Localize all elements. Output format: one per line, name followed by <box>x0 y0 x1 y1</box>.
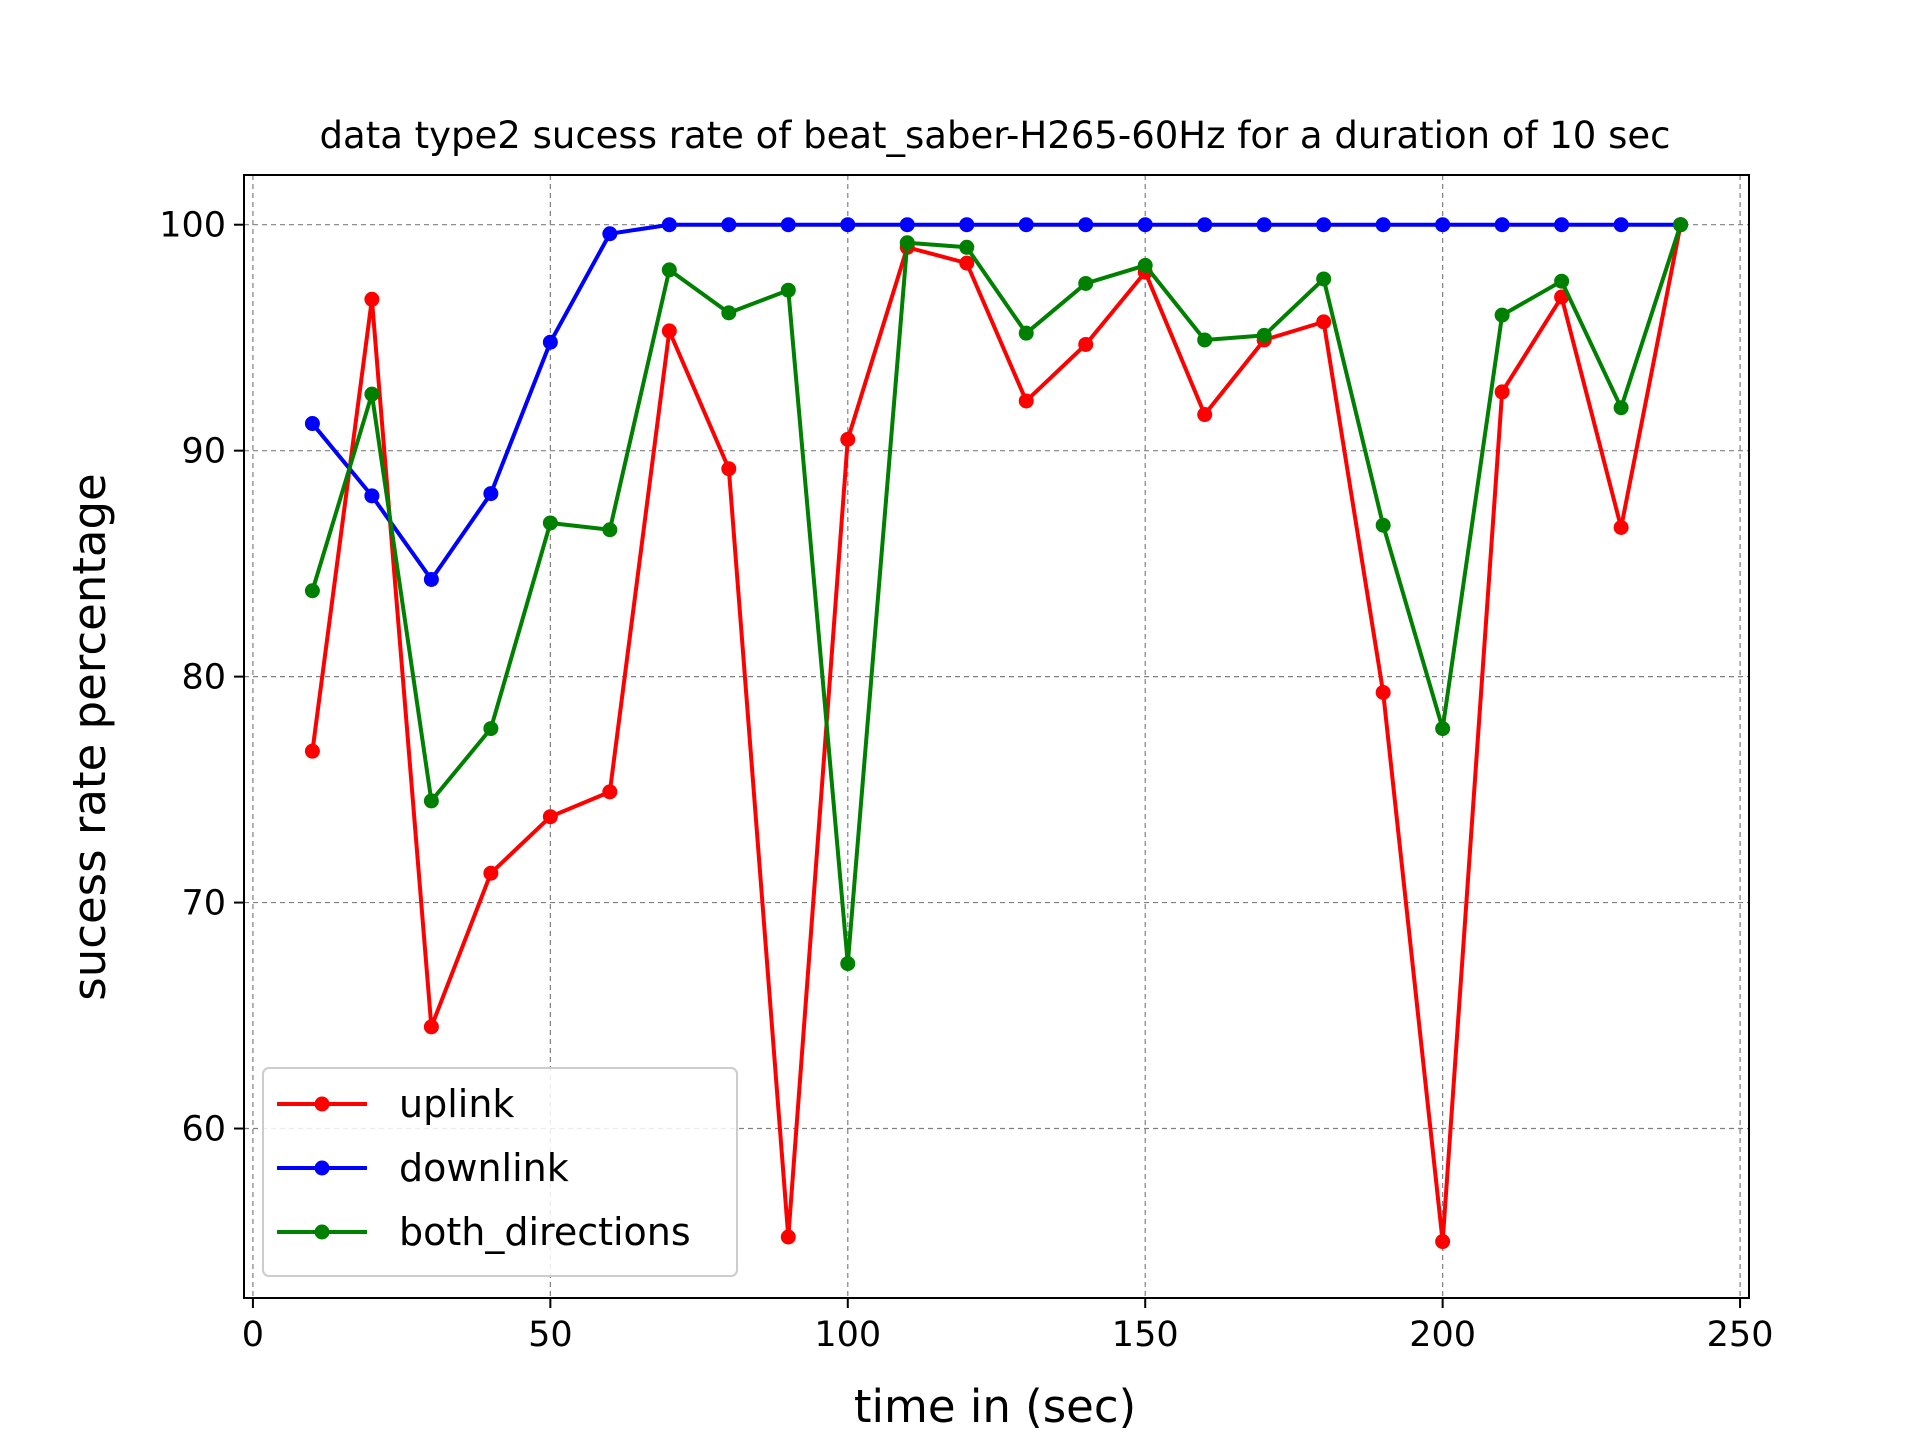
legend-marker-both_directions <box>314 1224 330 1240</box>
legend: uplink downlink both_directions <box>262 1067 738 1277</box>
legend-box <box>262 1067 738 1277</box>
data-point-uplink <box>721 461 737 477</box>
data-point-uplink <box>1197 407 1213 423</box>
data-point-both_directions <box>1673 217 1689 233</box>
data-point-downlink <box>423 571 439 587</box>
data-point-downlink <box>661 217 677 233</box>
data-point-uplink <box>1078 336 1094 352</box>
data-point-uplink <box>1435 1234 1451 1250</box>
y-axis-label: sucess rate percentage <box>63 473 116 1000</box>
data-point-uplink <box>423 1019 439 1035</box>
data-point-uplink <box>483 865 499 881</box>
data-point-both_directions <box>840 956 856 972</box>
data-point-both_directions <box>1316 271 1332 287</box>
data-point-uplink <box>542 809 558 825</box>
axis-ticks: 0 50 100 150 200 250 60 70 80 90 100 <box>159 206 1773 1355</box>
data-point-downlink <box>959 217 975 233</box>
data-point-uplink <box>602 784 618 800</box>
x-tick-label: 150 <box>1112 1315 1179 1355</box>
data-point-both_directions <box>1375 517 1391 533</box>
legend-marker-uplink <box>314 1096 330 1112</box>
data-point-uplink <box>661 323 677 339</box>
plot-frame <box>243 174 1750 1299</box>
data-point-downlink <box>1197 217 1213 233</box>
x-tick-label: 50 <box>528 1315 573 1355</box>
data-point-uplink <box>1018 393 1034 409</box>
y-tick-label: 80 <box>181 658 226 698</box>
data-point-downlink <box>1494 217 1510 233</box>
y-tick-label: 90 <box>181 432 226 472</box>
x-tick-label: 100 <box>814 1315 881 1355</box>
data-point-both_directions <box>364 386 380 402</box>
data-point-downlink <box>542 334 558 350</box>
data-point-downlink <box>1435 217 1451 233</box>
data-point-uplink <box>304 743 320 759</box>
legend-label-downlink: downlink <box>399 1146 569 1190</box>
data-point-both_directions <box>1078 275 1094 291</box>
data-point-both_directions <box>1256 327 1272 343</box>
data-point-downlink <box>602 226 618 242</box>
data-point-both_directions <box>542 515 558 531</box>
data-point-both_directions <box>959 239 975 255</box>
y-tick-label: 100 <box>159 206 226 246</box>
data-point-downlink <box>1137 217 1153 233</box>
data-point-uplink <box>840 431 856 447</box>
data-point-downlink <box>840 217 856 233</box>
data-point-both_directions <box>899 235 915 251</box>
data-point-both_directions <box>483 721 499 737</box>
data-point-both_directions <box>423 793 439 809</box>
x-tick-label: 0 <box>242 1315 264 1355</box>
data-point-uplink <box>780 1229 796 1245</box>
series-group <box>304 217 1689 1250</box>
data-point-downlink <box>304 416 320 432</box>
data-point-both_directions <box>602 522 618 538</box>
series-line-both_directions <box>310 224 1683 966</box>
x-tick-label: 250 <box>1707 1315 1774 1355</box>
data-point-downlink <box>721 217 737 233</box>
data-point-both_directions <box>661 262 677 278</box>
x-axis-label: time in (sec) <box>854 1380 1136 1433</box>
data-point-downlink <box>1078 217 1094 233</box>
data-point-both_directions <box>1613 400 1629 416</box>
data-point-downlink <box>1554 217 1570 233</box>
data-point-uplink <box>959 255 975 271</box>
series-line-downlink <box>310 222 1681 582</box>
legend-label-uplink: uplink <box>399 1082 514 1126</box>
data-point-downlink <box>1613 217 1629 233</box>
legend-label-both_directions: both_directions <box>399 1210 691 1254</box>
data-point-downlink <box>899 217 915 233</box>
data-point-downlink <box>483 486 499 502</box>
data-point-both_directions <box>1137 257 1153 273</box>
data-point-uplink <box>1494 384 1510 400</box>
data-point-downlink <box>780 217 796 233</box>
data-point-downlink <box>1018 217 1034 233</box>
data-point-downlink <box>364 488 380 504</box>
data-point-both_directions <box>1197 332 1213 348</box>
data-point-both_directions <box>780 282 796 298</box>
data-point-both_directions <box>1494 307 1510 323</box>
data-point-uplink <box>1613 519 1629 535</box>
data-point-both_directions <box>1018 325 1034 341</box>
data-point-both_directions <box>304 583 320 599</box>
legend-marker-downlink <box>314 1160 330 1176</box>
data-point-both_directions <box>1435 721 1451 737</box>
data-point-uplink <box>1375 684 1391 700</box>
data-point-uplink <box>364 291 380 307</box>
chart-title: data type2 sucess rate of beat_saber-H26… <box>320 114 1671 157</box>
data-point-downlink <box>1316 217 1332 233</box>
data-point-uplink <box>1316 314 1332 330</box>
x-tick-label: 200 <box>1409 1315 1476 1355</box>
data-point-both_directions <box>1554 273 1570 289</box>
y-tick-label: 70 <box>181 884 226 924</box>
series-line-uplink <box>310 224 1683 1244</box>
y-tick-label: 60 <box>181 1110 226 1150</box>
data-point-downlink <box>1375 217 1391 233</box>
data-point-both_directions <box>721 305 737 321</box>
data-point-downlink <box>1256 217 1272 233</box>
series-both_directions <box>304 217 1689 972</box>
